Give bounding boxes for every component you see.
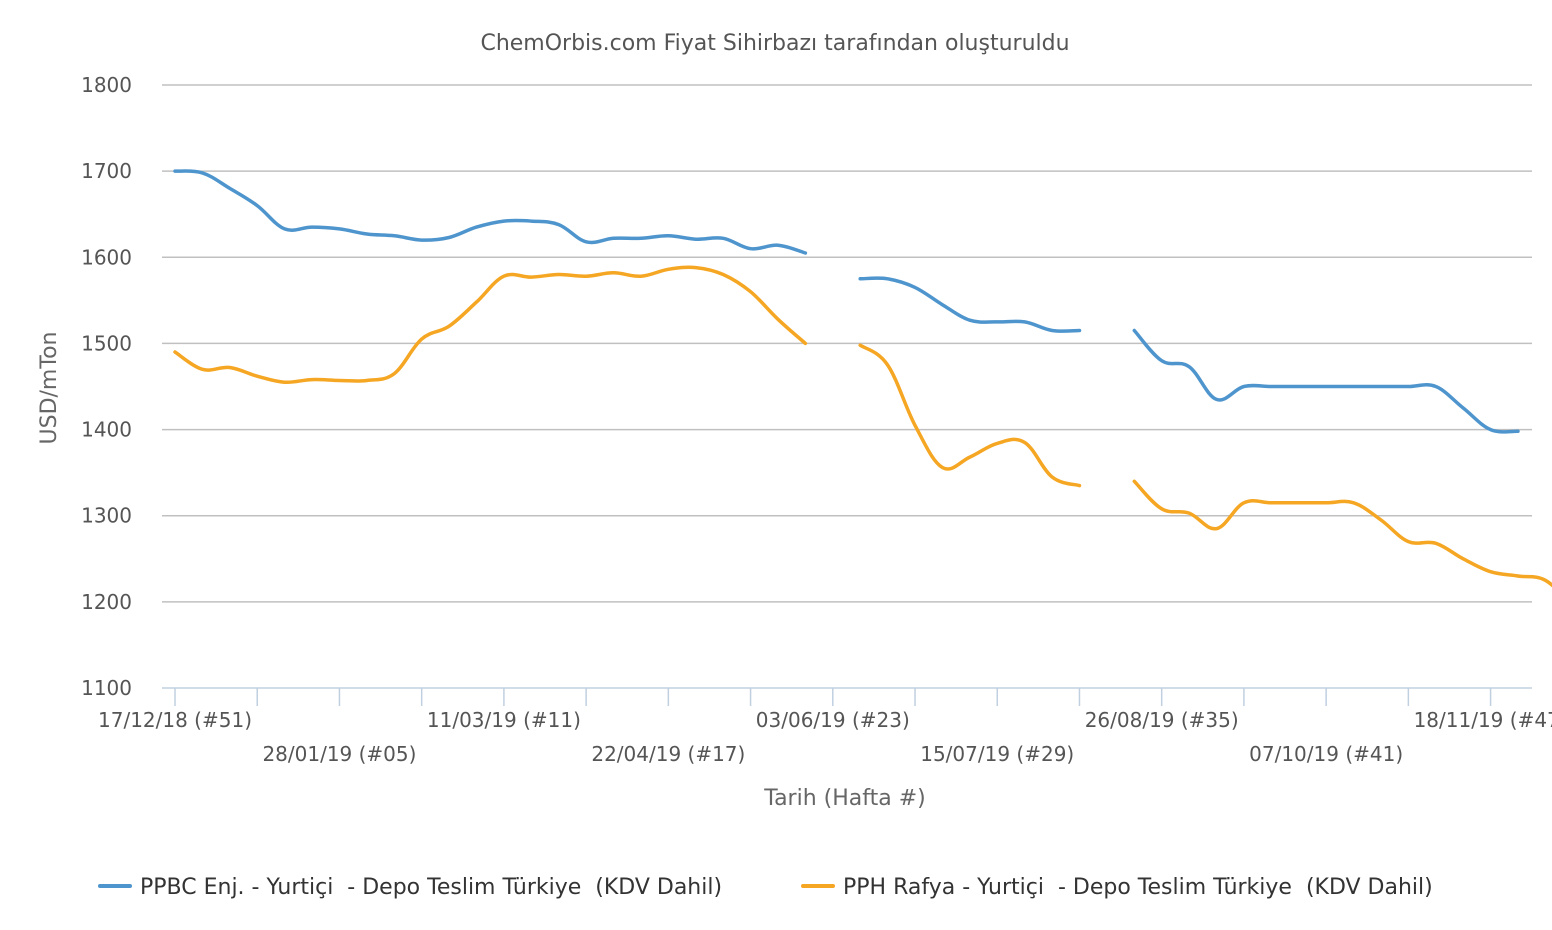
- y-tick-label: 1600: [81, 245, 132, 269]
- legend-item[interactable]: PPBC Enj. - Yurtiçi - Depo Teslim Türkiy…: [98, 875, 722, 900]
- x-tick-label: 11/03/19 (#11): [427, 708, 581, 732]
- series-line-segment: [173, 169, 808, 255]
- y-axis-title: USD/mTon: [37, 332, 62, 445]
- y-tick-label: 1700: [81, 159, 132, 183]
- series-2: [173, 265, 1552, 588]
- series-1: [173, 169, 1520, 434]
- x-tick-label: 03/06/19 (#23): [756, 708, 910, 732]
- x-axis-title: Tarih (Hafta #): [763, 786, 925, 811]
- x-tick-label: 26/08/19 (#35): [1085, 708, 1239, 732]
- grid-lines: [162, 84, 1532, 603]
- x-tick-label: 15/07/19 (#29): [920, 742, 1074, 766]
- legend-item[interactable]: PPH Rafya - Yurtiçi - Depo Teslim Türkiy…: [801, 875, 1433, 900]
- legend: PPBC Enj. - Yurtiçi - Depo Teslim Türkiy…: [98, 875, 1433, 900]
- x-tick-label: 17/12/18 (#51): [98, 708, 252, 732]
- y-tick-label: 1800: [81, 73, 132, 97]
- x-tick-label: 22/04/19 (#17): [591, 742, 745, 766]
- legend-label: PPH Rafya - Yurtiçi - Depo Teslim Türkiy…: [843, 875, 1433, 900]
- y-axis-tick-labels: 1100 1200 1300 1400 1500 1600 1700 1800: [81, 73, 132, 700]
- y-tick-label: 1500: [81, 331, 132, 355]
- x-tick-label: 18/11/19 (#47): [1414, 708, 1552, 732]
- y-tick-label: 1400: [81, 418, 132, 442]
- series-line-segment: [173, 265, 808, 385]
- y-tick-label: 1100: [81, 676, 132, 700]
- series-line-segment: [858, 343, 1082, 488]
- chart-title: ChemOrbis.com Fiyat Sihirbazı tarafından…: [480, 31, 1069, 56]
- series-line-segment: [858, 276, 1082, 333]
- series-lines: [173, 169, 1552, 588]
- y-tick-label: 1300: [81, 504, 132, 528]
- x-axis-ticks: 17/12/18 (#51) 28/01/19 (#05) 11/03/19 (#1…: [98, 688, 1552, 766]
- x-tick-label: 07/10/19 (#41): [1249, 742, 1403, 766]
- series-line-segment: [1132, 328, 1520, 434]
- legend-label: PPBC Enj. - Yurtiçi - Depo Teslim Türkiy…: [140, 875, 722, 900]
- y-tick-label: 1200: [81, 590, 132, 614]
- series-line-segment: [1132, 479, 1552, 588]
- x-tick-label: 28/01/19 (#05): [262, 742, 416, 766]
